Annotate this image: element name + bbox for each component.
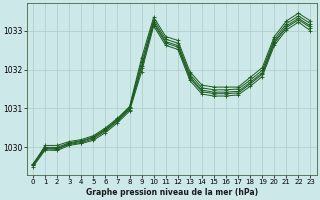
X-axis label: Graphe pression niveau de la mer (hPa): Graphe pression niveau de la mer (hPa)	[86, 188, 258, 197]
